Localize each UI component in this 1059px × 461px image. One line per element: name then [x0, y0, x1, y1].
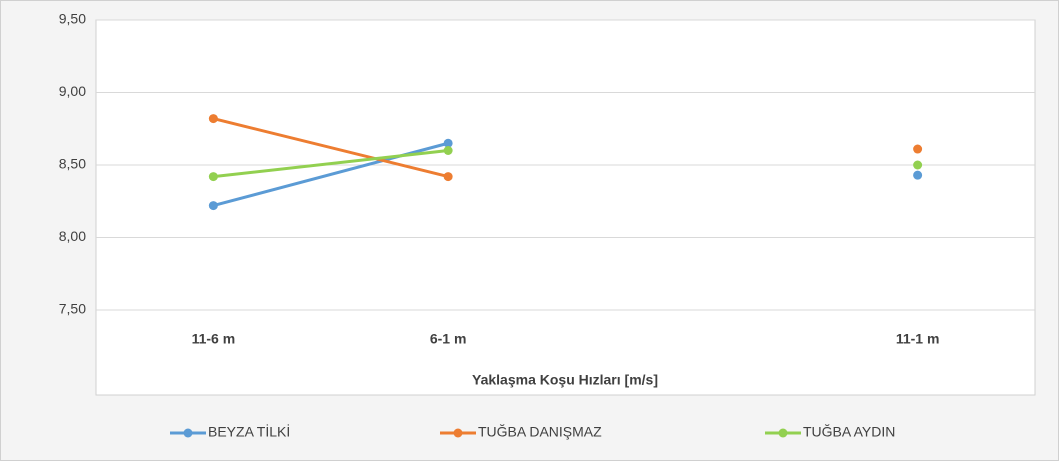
data-point: [208, 201, 218, 211]
plot-area: [95, 19, 1036, 396]
legend-label: TUĞBA DANIŞMAZ: [478, 424, 602, 440]
x-tick-label: 6-1 m: [430, 331, 467, 347]
data-point: [208, 114, 218, 124]
data-point: [443, 138, 453, 148]
series-line: [211, 117, 450, 179]
legend-label: TUĞBA AYDIN: [803, 424, 895, 440]
x-axis-title: Yaklaşma Koşu Hızları [m/s]: [472, 372, 658, 388]
legend-marker: [778, 428, 788, 438]
data-point: [913, 170, 923, 180]
data-point: [208, 172, 218, 182]
y-tick-label: 8,00: [59, 228, 86, 244]
series-line: [211, 149, 450, 179]
y-tick-label: 8,50: [59, 156, 86, 172]
legend-marker: [183, 428, 193, 438]
legend-label: BEYZA TİLKİ: [208, 423, 290, 440]
x-tick-label: 11-6 m: [192, 331, 236, 347]
data-point: [443, 172, 453, 182]
data-point: [443, 146, 453, 155]
legend-marker: [453, 428, 463, 438]
y-tick-label: 7,50: [59, 301, 86, 317]
y-tick-label: 9,00: [59, 83, 86, 99]
x-tick-label: 11-1 m: [896, 331, 940, 347]
data-point: [913, 144, 923, 154]
y-tick-label: 9,50: [59, 11, 86, 27]
data-point: [913, 160, 923, 170]
